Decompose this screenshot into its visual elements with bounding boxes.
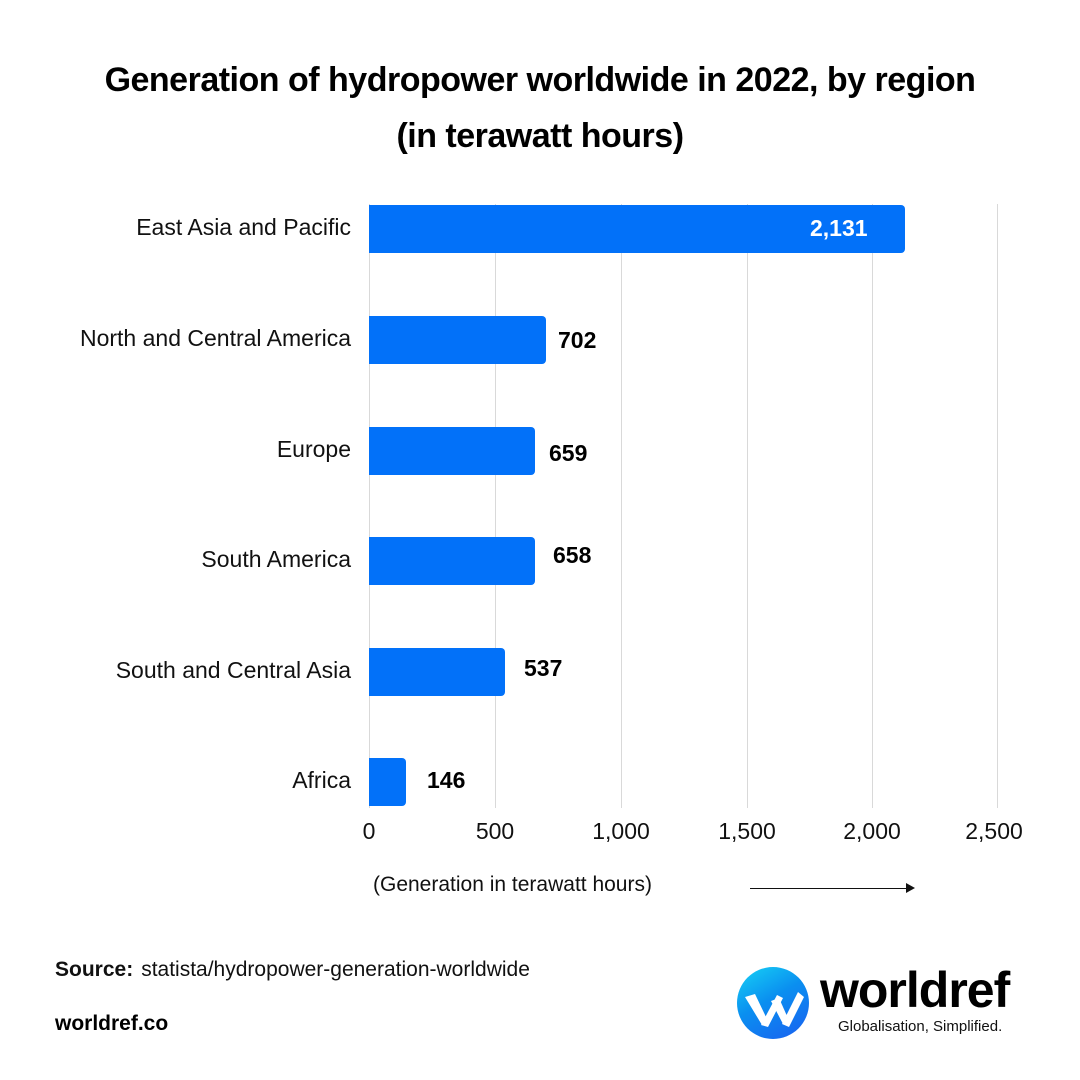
x-tick-label: 1,000 — [592, 818, 650, 844]
x-tick-label: 0 — [362, 818, 376, 844]
bar-south-america — [369, 537, 535, 585]
category-label: South America — [201, 546, 351, 572]
x-axis-title: (Generation in terawatt hours) — [373, 873, 652, 896]
bar-europe — [369, 427, 535, 475]
logo-tagline: Globalisation, Simplified. — [838, 1018, 1003, 1035]
bar-north-central-america — [369, 316, 546, 364]
source-label: Source: — [55, 958, 134, 981]
value-label: 146 — [427, 767, 466, 793]
category-label: Africa — [292, 767, 351, 793]
gridline — [495, 204, 496, 808]
arrow-right-icon — [750, 888, 912, 889]
chart-title-line1: Generation of hydropower worldwide in 20… — [104, 61, 976, 99]
x-tick-label: 2,500 — [965, 818, 1023, 844]
gridline — [369, 204, 370, 808]
category-label: Europe — [276, 436, 351, 462]
gridline — [747, 204, 748, 808]
value-label: 2,131 — [810, 215, 868, 241]
logo-wordmark: worldref — [820, 962, 1010, 1018]
category-label: East Asia and Pacific — [136, 214, 351, 240]
value-label: 659 — [549, 440, 588, 466]
chart-title-line2: (in terawatt hours) — [396, 117, 684, 155]
value-label: 658 — [553, 542, 592, 568]
bar-africa — [369, 758, 406, 806]
gridline — [872, 204, 873, 808]
x-tick-label: 2,000 — [843, 818, 901, 844]
value-label: 537 — [524, 655, 563, 681]
bar-south-central-asia — [369, 648, 505, 696]
value-label: 702 — [558, 327, 597, 353]
category-label: North and Central America — [79, 325, 351, 351]
x-tick-label: 1,500 — [718, 818, 776, 844]
source-text: statista/hydropower-generation-worldwide — [141, 958, 530, 981]
arrowhead-icon — [906, 883, 915, 893]
bar-east-asia-pacific — [369, 205, 905, 253]
x-tick-label: 500 — [475, 818, 515, 844]
gridline — [621, 204, 622, 808]
worldref-w-icon — [737, 967, 809, 1039]
category-label: South and Central Asia — [115, 657, 351, 683]
site-url: worldref.co — [55, 1012, 169, 1035]
source-note: Source: statista/hydropower-generation-wo… — [55, 958, 530, 982]
gridline — [997, 204, 998, 808]
